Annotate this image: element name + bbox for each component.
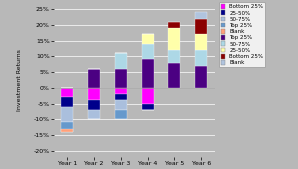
Y-axis label: Investment Returns: Investment Returns	[17, 49, 22, 111]
Bar	[115, 100, 127, 110]
Bar	[61, 129, 73, 132]
Bar	[195, 66, 207, 88]
Bar	[115, 69, 127, 88]
Bar	[88, 69, 100, 88]
Bar	[88, 110, 100, 119]
Bar	[115, 88, 127, 94]
Bar	[61, 88, 73, 97]
Bar	[168, 50, 181, 63]
Bar	[115, 53, 127, 69]
Bar	[168, 63, 181, 88]
Bar	[142, 104, 154, 110]
Bar	[195, 12, 207, 19]
Bar	[142, 59, 154, 88]
Bar	[195, 34, 207, 50]
Bar	[142, 88, 154, 104]
Bar	[61, 122, 73, 132]
Legend: Bottom 25%, 25-50%, 50-75%, Top 25%, Blank, Top 25%, 50-75%, 25-50%, Bottom 25%,: Bottom 25%, 25-50%, 50-75%, Top 25%, Bla…	[219, 3, 265, 67]
Bar	[88, 88, 100, 100]
Bar	[168, 28, 181, 50]
Bar	[195, 19, 207, 34]
Bar	[142, 34, 154, 44]
Bar	[115, 94, 127, 100]
Bar	[61, 97, 73, 107]
Bar	[195, 50, 207, 66]
Bar	[88, 100, 100, 110]
Bar	[142, 44, 154, 59]
Bar	[115, 110, 127, 119]
Bar	[168, 22, 181, 28]
Bar	[61, 107, 73, 122]
